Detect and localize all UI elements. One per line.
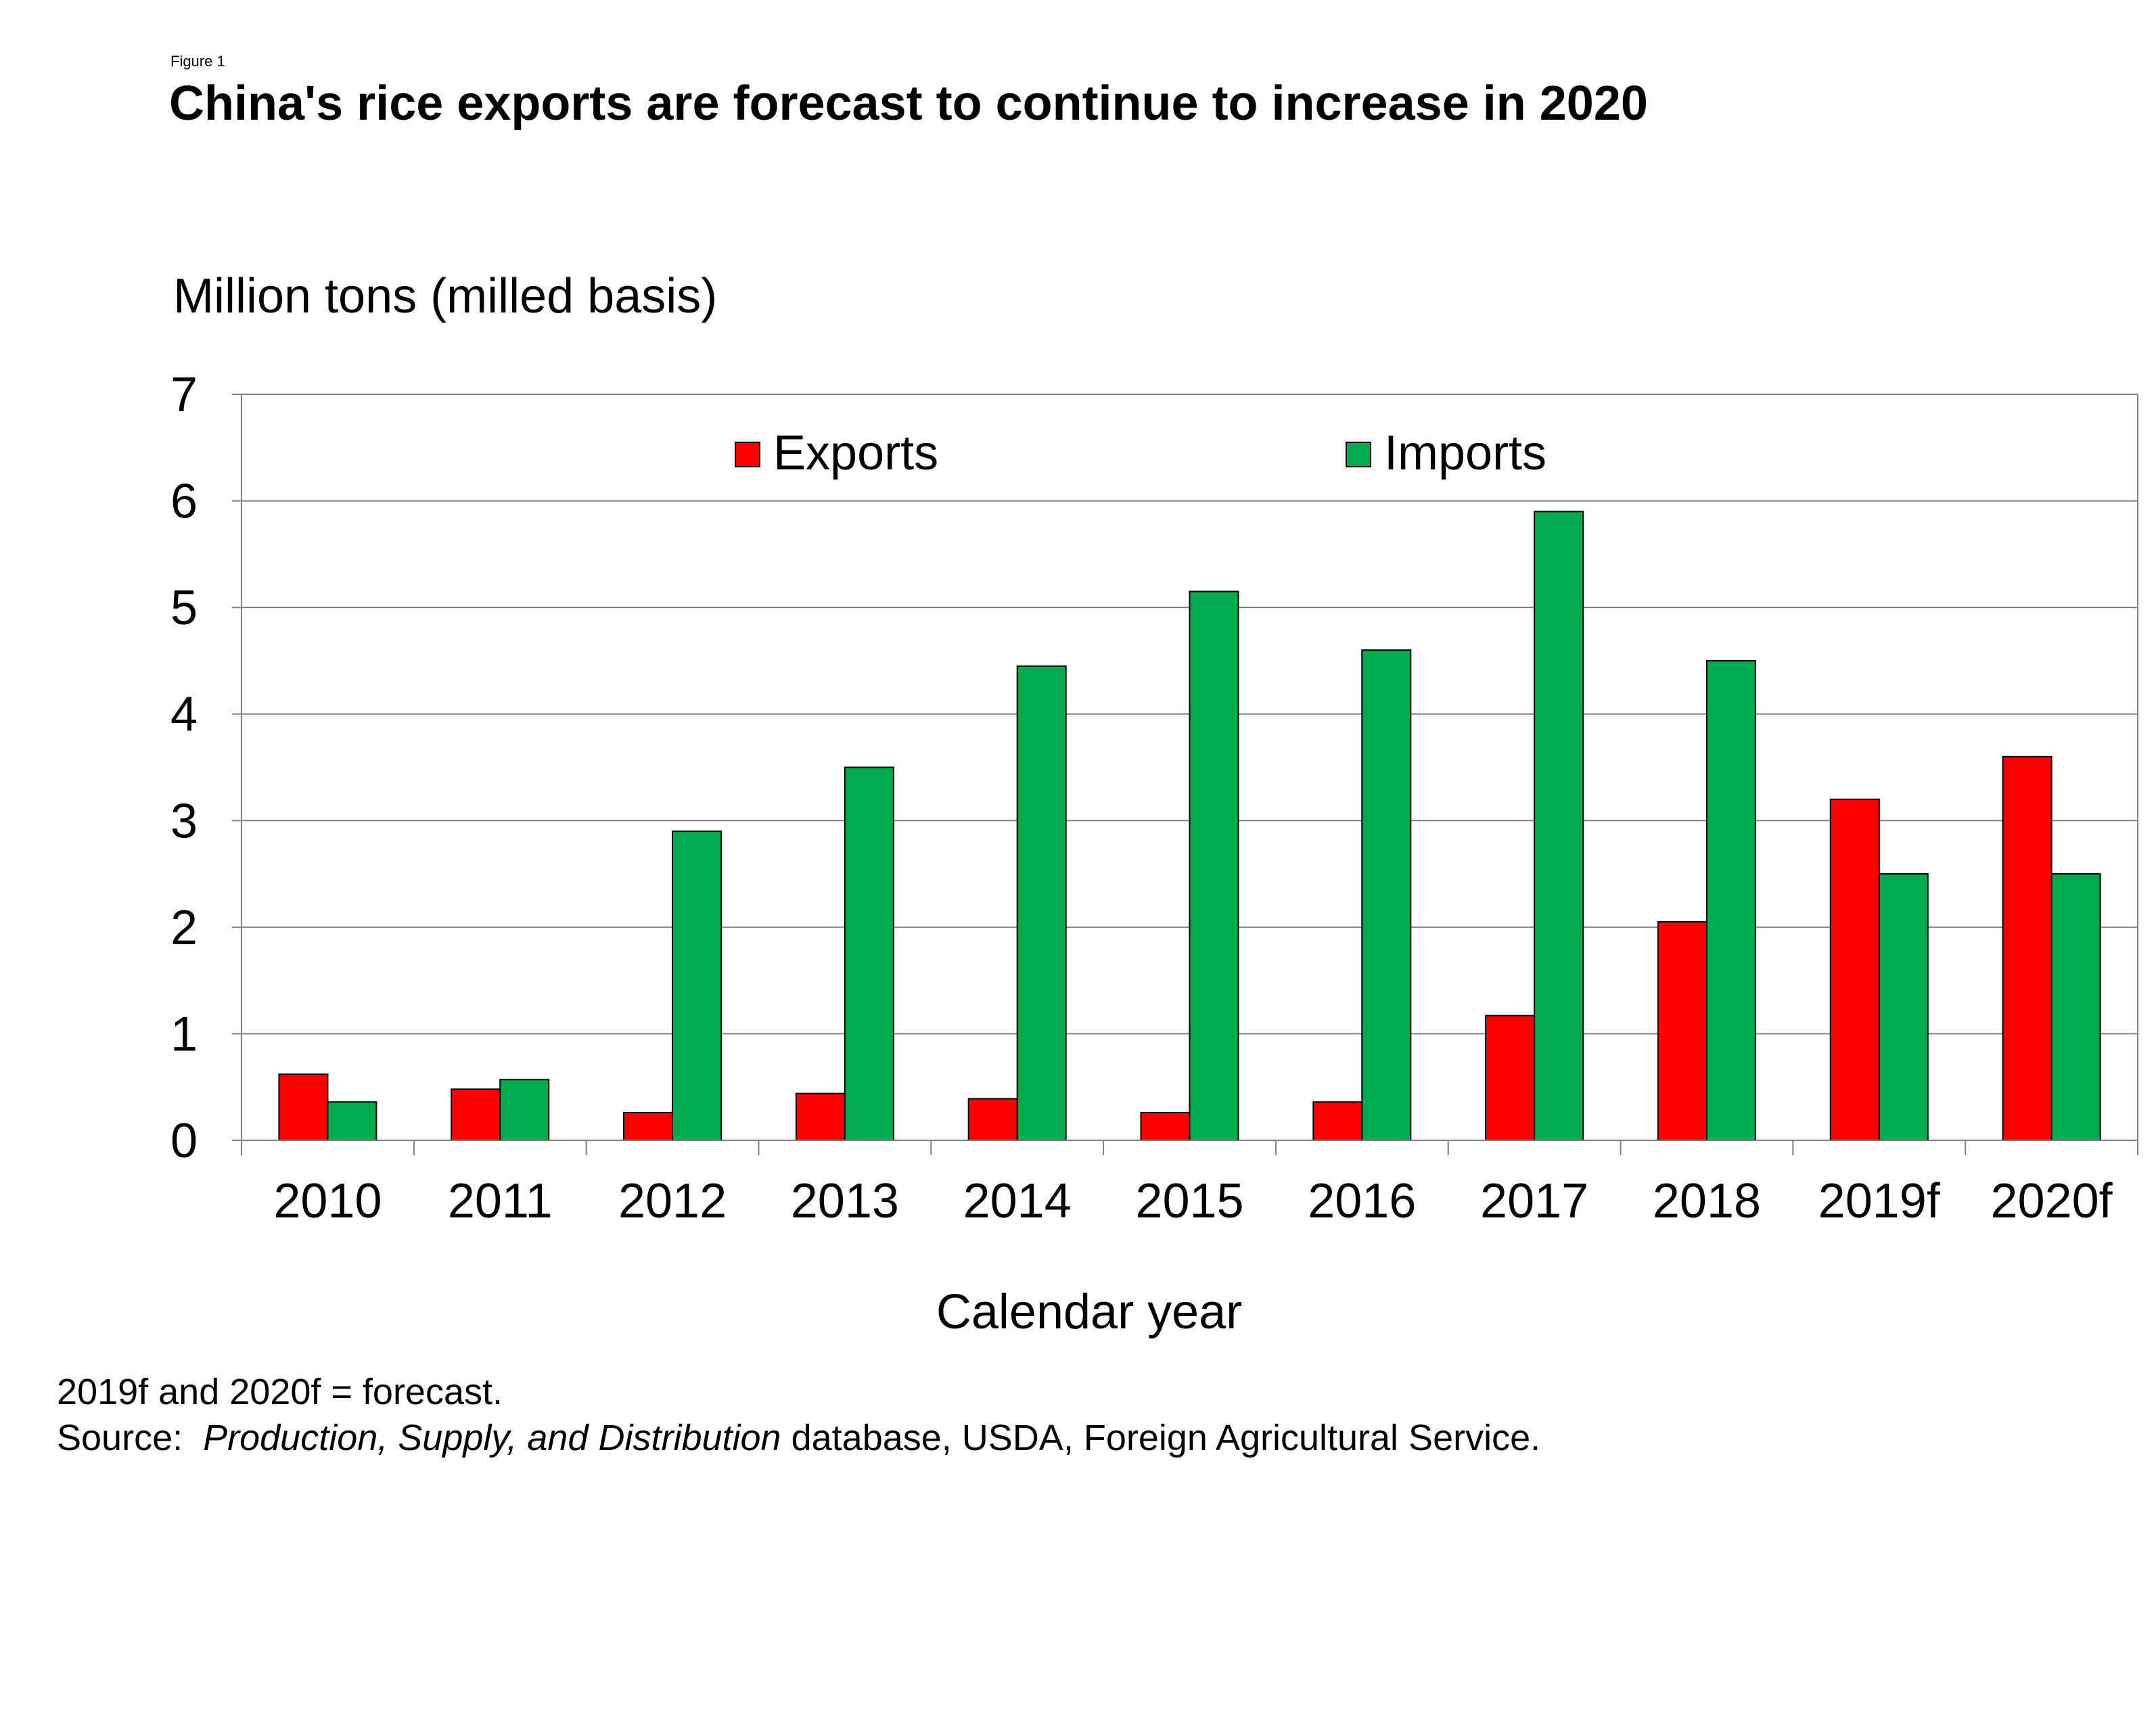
x-axis: 2010 2011 2012 2013 2014 2015 2016 2017 2018 2019… xyxy=(241,394,2138,1228)
x-tick-label: 2015 xyxy=(1135,1174,1243,1228)
bar-imports-2018 xyxy=(1705,659,1756,1141)
x-tick-label: 2019f xyxy=(1818,1174,1941,1228)
bar-chart: Million tons (milled basis) 0 1 2 3 4 5 6 7 201… xyxy=(170,269,2138,1339)
y-tick-label: 7 xyxy=(170,368,198,422)
bar-exports-2010 xyxy=(278,1073,329,1141)
bar-exports-2014 xyxy=(967,1098,1018,1141)
x-tick-label: 2010 xyxy=(273,1174,382,1228)
y-tick-label: 0 xyxy=(170,1114,198,1168)
y-tick-label: 5 xyxy=(170,581,198,635)
footnotes: 2019f and 2020f = forecast. Source: Prod… xyxy=(57,1369,1540,1461)
y-axis-label: Million tons (milled basis) xyxy=(173,269,717,323)
x-tick-label: 2016 xyxy=(1308,1174,1416,1228)
x-tick-label: 2013 xyxy=(791,1174,899,1228)
bar-exports-2019f xyxy=(1829,798,1880,1142)
bar-imports-2015 xyxy=(1189,590,1239,1141)
y-axis-ticks: 0 1 2 3 4 5 6 7 xyxy=(170,368,242,1168)
legend-label-imports: Imports xyxy=(1384,426,1546,480)
bar-exports-2016 xyxy=(1312,1101,1363,1142)
y-tick-label: 2 xyxy=(170,901,198,955)
chart-title: China's rice exports are forecast to con… xyxy=(169,76,1648,131)
bar-imports-2011 xyxy=(499,1079,550,1142)
bar-exports-2015 xyxy=(1140,1112,1191,1141)
bar-exports-2013 xyxy=(795,1092,846,1142)
legend: Exports Imports xyxy=(735,426,1546,480)
bar-imports-2017 xyxy=(1534,511,1584,1141)
bar-exports-2011 xyxy=(451,1088,501,1142)
y-tick-label: 3 xyxy=(170,794,198,848)
x-tick-label: 2020f xyxy=(1990,1174,2113,1228)
x-tick-label: 2011 xyxy=(448,1174,553,1228)
bar-exports-2018 xyxy=(1657,921,1707,1141)
bar-imports-2012 xyxy=(672,831,723,1141)
y-tick-label: 4 xyxy=(170,688,198,742)
source-database-name: Production, Supply, and Distribution xyxy=(203,1418,781,1458)
x-tick-label: 2012 xyxy=(618,1174,727,1228)
bar-imports-2016 xyxy=(1361,649,1412,1141)
x-tick-label: 2018 xyxy=(1653,1174,1761,1228)
x-axis-label: Calendar year xyxy=(936,1285,1242,1339)
bars xyxy=(278,511,2101,1142)
bar-exports-2017 xyxy=(1485,1015,1536,1142)
x-tick-label: 2014 xyxy=(963,1174,1072,1228)
y-tick-label: 1 xyxy=(170,1007,198,1061)
legend-swatch-exports xyxy=(735,442,760,467)
source-prefix: Source: xyxy=(57,1418,204,1458)
figure-label: Figure 1 xyxy=(170,53,225,70)
source-suffix: database, USDA, Foreign Agricultural Ser… xyxy=(781,1418,1541,1458)
bar-exports-2012 xyxy=(623,1112,674,1141)
y-tick-label: 6 xyxy=(170,475,198,529)
bar-imports-2010 xyxy=(327,1101,377,1142)
bar-imports-2013 xyxy=(844,766,894,1141)
bar-imports-2019f xyxy=(1878,873,1929,1141)
bar-imports-2020f xyxy=(2050,873,2101,1141)
source-note: Source: Production, Supply, and Distribu… xyxy=(57,1415,1540,1461)
forecast-note: 2019f and 2020f = forecast. xyxy=(57,1372,503,1412)
bar-exports-2020f xyxy=(2002,755,2052,1141)
bar-imports-2014 xyxy=(1016,665,1067,1141)
legend-swatch-imports xyxy=(1346,442,1371,467)
x-tick-label: 2017 xyxy=(1480,1174,1588,1228)
legend-label-exports: Exports xyxy=(773,426,938,480)
